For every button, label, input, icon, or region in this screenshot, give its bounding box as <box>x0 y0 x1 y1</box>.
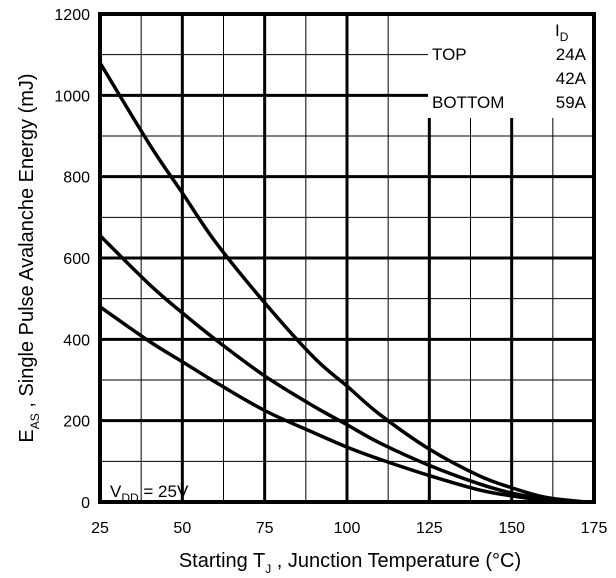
x-axis-title: Starting TJ , Junction Temperature (°C) <box>179 550 521 576</box>
y-tick-label: 1200 <box>54 7 90 24</box>
curves <box>98 61 596 504</box>
x-tick-label: 100 <box>334 520 361 537</box>
x-tick-label: 75 <box>256 520 274 537</box>
x-tick-labels: 25 50 75 100 125 150 175 <box>91 520 607 537</box>
legend-header: ID <box>555 21 569 44</box>
series-line-59a <box>98 305 596 504</box>
vdd-annotation: VDD = 25V <box>110 482 189 505</box>
series-line-24a <box>98 61 596 504</box>
legend: ID TOP 24A 42A BOTTOM 59A <box>432 21 587 112</box>
x-tick-label: 25 <box>91 520 109 537</box>
legend-label-bottom: BOTTOM <box>432 93 504 112</box>
grid <box>100 14 594 502</box>
legend-label-top: TOP <box>432 45 467 64</box>
y-tick-label: 400 <box>63 332 90 349</box>
y-tick-label: 1000 <box>54 88 90 105</box>
y-tick-labels: 0 200 400 600 800 1000 1200 <box>54 7 90 512</box>
y-tick-label: 600 <box>63 251 90 268</box>
y-tick-label: 800 <box>63 170 90 187</box>
x-tick-label: 175 <box>581 520 608 537</box>
y-axis-title: EAS , Single Pulse Avalanche Energy (mJ) <box>16 73 42 442</box>
legend-value-59a: 59A <box>556 93 587 112</box>
y-tick-label: 200 <box>63 414 90 431</box>
x-tick-label: 150 <box>498 520 525 537</box>
legend-value-42a: 42A <box>556 69 587 88</box>
plot-frame <box>98 12 596 504</box>
x-tick-label: 125 <box>416 520 443 537</box>
legend-value-24a: 24A <box>556 45 587 64</box>
y-tick-label: 0 <box>81 495 90 512</box>
x-tick-label: 50 <box>173 520 191 537</box>
